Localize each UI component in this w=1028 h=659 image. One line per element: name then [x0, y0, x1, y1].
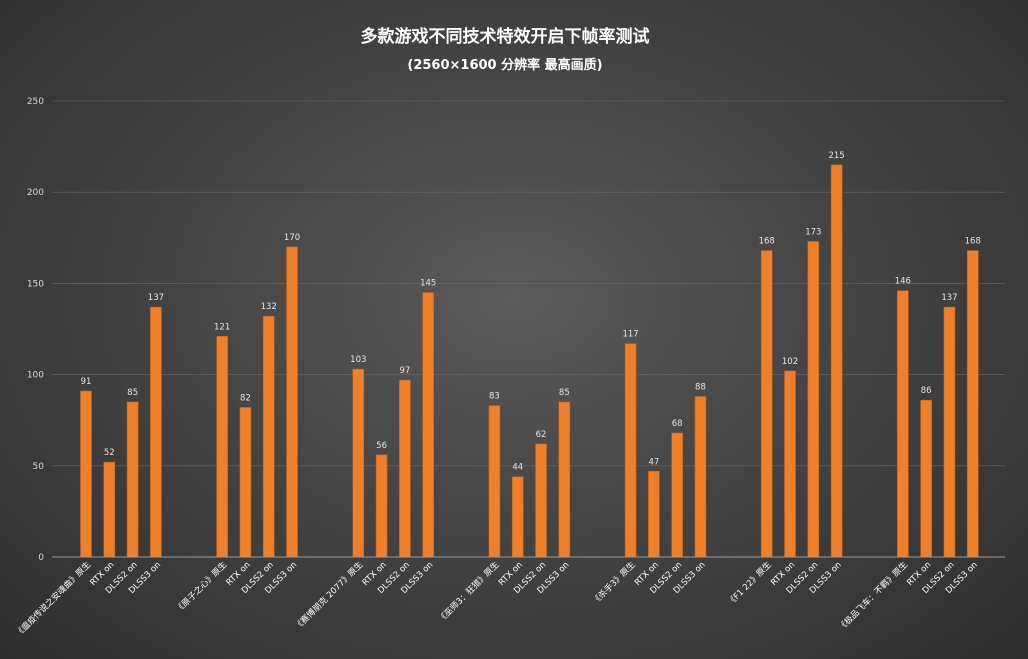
x-tick-label: 《巫师3：狂猎》原生: [436, 559, 502, 625]
chart-subtitle: (2560×1600 分辨率 最高画质): [407, 57, 602, 73]
data-label: 117: [622, 330, 638, 340]
bar: [966, 250, 979, 558]
bar: [535, 443, 547, 558]
bar: [511, 476, 524, 558]
bar: [399, 379, 411, 558]
y-tick-label: 50: [33, 462, 45, 472]
data-label: 146: [895, 277, 911, 287]
data-label: 85: [559, 388, 570, 398]
bar: [671, 432, 683, 558]
data-label: 145: [420, 279, 436, 289]
y-tick-label: 0: [38, 553, 44, 563]
bar: [216, 335, 228, 558]
bars: [80, 164, 979, 558]
bar: [943, 306, 956, 558]
data-label: 137: [941, 293, 957, 303]
y-tick-label: 250: [27, 97, 44, 107]
data-label: 56: [376, 441, 387, 451]
data-label: 132: [261, 302, 277, 312]
data-label: 91: [81, 377, 92, 387]
data-label: 47: [648, 457, 659, 467]
bar: [375, 454, 388, 558]
data-label: 88: [695, 382, 706, 392]
chart-title: 多款游戏不同技术特效开启下帧率测试: [361, 26, 650, 47]
y-tick-label: 150: [27, 279, 44, 289]
bar: [286, 246, 298, 558]
y-tick-label: 200: [27, 188, 44, 198]
bar: [897, 290, 909, 558]
bar: [262, 315, 275, 558]
data-label: 82: [240, 393, 251, 403]
bar: [784, 370, 796, 558]
bar: [239, 407, 252, 558]
data-label: 137: [148, 293, 164, 303]
data-label: 68: [672, 419, 683, 429]
data-labels: 91 52 85 137 121 82 132 170 103 56 97 145 83 44 62 85 11…: [81, 151, 981, 473]
bar: [422, 292, 434, 558]
bar: [558, 401, 571, 558]
x-tick-label: 《F1 22》原生: [725, 559, 774, 608]
bar: [624, 343, 637, 558]
bar: [103, 461, 116, 558]
bar: [920, 399, 932, 558]
data-label: 85: [127, 388, 138, 398]
bar: [352, 368, 365, 558]
data-label: 44: [512, 463, 523, 473]
x-tick-label: 《杀手3》原生: [590, 559, 638, 607]
bar: [126, 401, 139, 558]
bar: [150, 306, 162, 558]
bar: [807, 241, 820, 558]
y-axis-ticks: 0 50 100 150 200 250: [27, 97, 44, 563]
data-label: 62: [536, 430, 547, 440]
data-label: 168: [759, 237, 775, 247]
gridlines: [52, 100, 1005, 467]
data-label: 102: [782, 357, 798, 367]
data-label: 215: [828, 151, 844, 161]
bar: [488, 405, 501, 558]
bar: [694, 396, 707, 558]
x-tick-label: 《赛博朋克 2077》原生: [292, 559, 365, 632]
bar: [760, 250, 773, 558]
data-label: 168: [965, 237, 981, 247]
bar: [648, 470, 660, 558]
data-label: 52: [104, 448, 115, 458]
data-label: 97: [399, 366, 410, 376]
data-label: 86: [921, 386, 932, 396]
data-label: 173: [805, 227, 821, 237]
x-tick-label: 《极品飞车：不羁》原生: [836, 559, 910, 633]
data-label: 121: [214, 322, 230, 332]
data-label: 103: [350, 355, 366, 365]
bar: [80, 390, 92, 558]
data-label: 170: [284, 233, 300, 243]
bar: [830, 164, 843, 558]
data-label: 83: [489, 392, 500, 402]
y-tick-label: 100: [27, 371, 44, 381]
x-tick-label: 《瘟疫传说之安魂曲》原生: [13, 559, 93, 639]
x-tick-label: 《原子之心》原生: [173, 559, 229, 615]
